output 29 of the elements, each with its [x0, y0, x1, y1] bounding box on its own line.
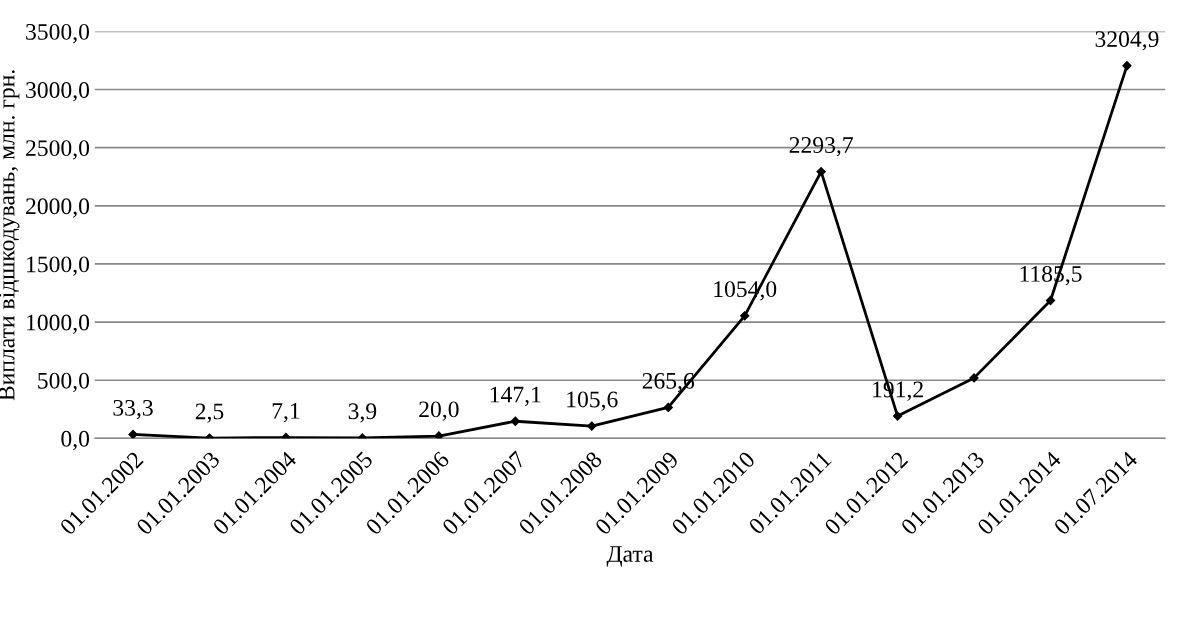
- data-label: 105,6: [567, 391, 618, 411]
- data-label: 2,5: [195, 403, 224, 423]
- data-label: 147,1: [490, 386, 541, 406]
- y-tick-label: 3000,0: [26, 82, 90, 102]
- point: [510, 416, 520, 426]
- y-tick-label: 1500,0: [27, 256, 90, 276]
- y-tick-label: 1000,0: [27, 314, 90, 334]
- point: [740, 311, 750, 321]
- point: [663, 402, 673, 413]
- point: [128, 429, 138, 439]
- point: [434, 431, 444, 439]
- x-axis-title: Дата: [606, 546, 654, 567]
- point: [816, 167, 826, 177]
- data-label: 3204,9: [1095, 31, 1159, 51]
- point: [1122, 61, 1132, 71]
- point: [587, 421, 597, 431]
- data-label: 2293,7: [789, 137, 853, 157]
- y-tick-label: 500,0: [38, 372, 90, 393]
- data-label: 7,1: [272, 403, 300, 423]
- point: [281, 432, 291, 439]
- y-tick-label: 2000,0: [26, 198, 90, 218]
- data-label: 3,9: [348, 403, 377, 423]
- y-tick-label: 3500,0: [26, 23, 90, 44]
- point: [892, 411, 903, 421]
- y-tick-label: 0,0: [61, 430, 90, 451]
- point: [969, 373, 979, 383]
- data-label: 33,3: [113, 399, 153, 420]
- y-tick-label: 2500,0: [26, 140, 90, 160]
- data-label: 20,0: [419, 401, 459, 421]
